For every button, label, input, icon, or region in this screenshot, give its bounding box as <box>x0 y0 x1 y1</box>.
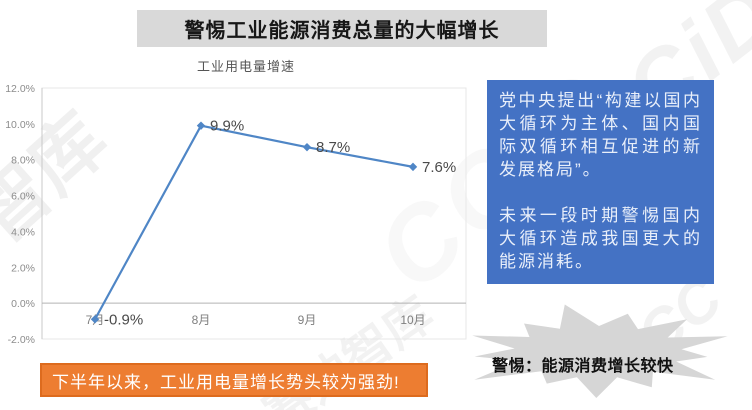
svg-text:8.7%: 8.7% <box>316 139 350 156</box>
callout-paragraph-1: 党中央提出“构建以国内大循环为主体、国内国际双循环相互促进的新发展格局”。 <box>499 91 702 179</box>
svg-text:-0.9%: -0.9% <box>104 311 143 328</box>
svg-text:9.9%: 9.9% <box>210 118 244 135</box>
svg-text:10.0%: 10.0% <box>5 119 35 131</box>
svg-text:9月: 9月 <box>298 313 317 327</box>
slide-title: 警惕工业能源消费总量的大幅增长 <box>184 20 500 42</box>
warning-burst-label: 警惕：能源消费增长较快 <box>492 358 674 375</box>
svg-text:2.0%: 2.0% <box>11 262 35 274</box>
svg-text:6.0%: 6.0% <box>11 191 35 203</box>
svg-text:12.0%: 12.0% <box>5 83 35 95</box>
svg-text:10月: 10月 <box>400 313 425 327</box>
policy-callout-box: 党中央提出“构建以国内大循环为主体、国内国际双循环相互促进的新发展格局”。 未来… <box>487 80 714 284</box>
svg-text:0.0%: 0.0% <box>11 298 35 310</box>
callout-paragraph-2: 未来一段时期警惕国内大循环造成我国更大的能源消耗。 <box>499 206 702 271</box>
warning-burst-shape <box>472 304 728 398</box>
svg-text:4.0%: 4.0% <box>11 226 35 238</box>
svg-text:7.6%: 7.6% <box>422 159 456 176</box>
line-chart-canvas: 12.0%10.0%8.0%6.0%4.0%2.0%0.0%-2.0%7月8月9… <box>5 83 467 346</box>
svg-text:8月: 8月 <box>192 313 211 327</box>
industrial-electricity-line-chart: 工业用电量增速 12.0% 10.0% 8.0% 6.0% 4.0% 2.0% 0.0% -2… <box>0 59 470 360</box>
slide-title-bar: 警惕工业能源消费总量的大幅增长 <box>137 10 547 47</box>
svg-text:8.0%: 8.0% <box>11 155 35 167</box>
bottom-banner: 下半年以来，工业用电量增长势头较为强劲! <box>40 363 428 397</box>
bottom-banner-label: 下半年以来，工业用电量增长势头较为强劲! <box>52 372 400 392</box>
chart-title: 工业用电量增速 <box>197 59 296 74</box>
svg-text:-2.0%: -2.0% <box>8 334 35 346</box>
